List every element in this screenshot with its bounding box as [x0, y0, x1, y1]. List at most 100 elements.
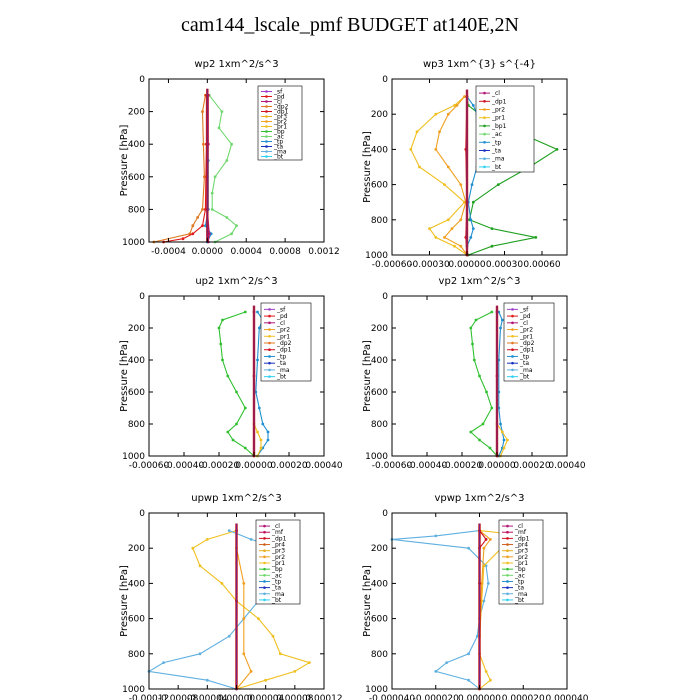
y-tick-label: 400 [371, 145, 388, 155]
legend-marker [268, 314, 271, 318]
series-point [482, 546, 486, 550]
series-point [446, 112, 450, 116]
series-point [418, 165, 421, 169]
legend-label: _bp [273, 129, 285, 136]
series-point [213, 175, 217, 179]
panel-5: upwp 1xm^2/s^3 Pressure [hPa] 0 200 400 600 80… [119, 493, 343, 700]
legend-marker [506, 537, 509, 540]
series-point [480, 582, 484, 585]
legend-label: _pr1 [514, 560, 528, 567]
legend-label: _pr1 [491, 115, 505, 122]
series-point [181, 237, 185, 241]
series-point [434, 112, 438, 116]
legend-marker [506, 524, 509, 528]
y-tick-label: 1000 [365, 251, 388, 261]
series-point [249, 670, 253, 673]
x-tick-label: 0.00000 [448, 260, 485, 270]
series-point [205, 678, 209, 682]
legend-marker [511, 314, 514, 318]
series-point [469, 236, 473, 239]
y-tick-label: 800 [128, 205, 145, 215]
series-point [453, 244, 456, 248]
x-tick-label: -0.000020 [413, 694, 459, 700]
y-tick-label: 600 [128, 615, 145, 625]
legend-label: _bp1 [491, 123, 507, 130]
x-tick-label: 0.0004 [230, 247, 262, 257]
legend-label: _bt [276, 374, 287, 381]
series-point [217, 126, 221, 130]
legend-label: _ac [514, 572, 525, 579]
series-point [490, 406, 494, 410]
plot-frame [391, 78, 568, 256]
series-point [490, 244, 494, 248]
y-tick-label: 200 [128, 544, 145, 554]
y-tick-label: 0 [139, 292, 145, 302]
panel-title: up2 1xm^2/s^3 [195, 276, 277, 287]
series-point [438, 130, 441, 134]
series-point [450, 227, 454, 231]
legend-marker [268, 361, 271, 365]
series-point [534, 236, 538, 239]
legend-label: _pr2 [271, 554, 285, 561]
legend-label: _pr2 [514, 554, 528, 561]
legend: _sf_pd_cl_pr2_pr1_dp2_dp1_tp_ta_ma_bt [260, 302, 312, 382]
series-point [226, 430, 230, 434]
legend-marker [263, 598, 266, 602]
legend-marker [483, 108, 486, 111]
legend-marker [263, 586, 266, 589]
y-tick-label: 1000 [365, 685, 388, 695]
legend-box [257, 85, 303, 161]
legend-marker [511, 355, 514, 358]
legend-label: _sf [273, 89, 283, 96]
series-point [500, 318, 504, 322]
legend-label: _sf [519, 306, 529, 313]
legend-marker [511, 308, 514, 311]
legend-label: _pr2 [519, 327, 533, 334]
x-tick-label: 0.0000 [192, 247, 224, 257]
series-point [196, 216, 200, 219]
series-point [264, 678, 268, 682]
series-point [469, 218, 473, 222]
series-point [227, 634, 231, 638]
legend-marker [511, 375, 514, 378]
series-point [231, 438, 235, 442]
legend-label: _ma [491, 156, 505, 163]
series-point [470, 183, 474, 187]
x-tick-label: -0.00008 [158, 694, 199, 700]
legend-marker [265, 140, 268, 143]
y-tick-label: 800 [371, 420, 388, 430]
series-point [235, 390, 238, 394]
x-tick-label: -0.000040 [369, 694, 415, 700]
plot-frame [391, 295, 568, 457]
series-point [469, 326, 473, 330]
x-tick-label: -0.00060 [372, 260, 413, 270]
legend-marker [506, 543, 509, 546]
legend-marker [511, 321, 514, 325]
legend-label: _pr1 [271, 560, 285, 567]
legend-marker [263, 537, 266, 540]
x-tick-label: 0.0008 [269, 247, 301, 257]
x-tick-label: 0.000000 [458, 694, 501, 700]
legend-marker [263, 561, 266, 565]
legend-marker [265, 125, 268, 128]
legend-marker [483, 132, 486, 136]
legend-marker [483, 91, 486, 95]
x-tick-label: 0.000020 [502, 694, 545, 700]
plot-frame [148, 78, 325, 243]
series-point [459, 183, 463, 187]
legend-label: _tp [491, 139, 501, 146]
legend-label: _pr1 [273, 124, 287, 131]
legend-marker [483, 157, 486, 160]
series-line-pr2 [235, 530, 252, 690]
legend-label: _dp2 [276, 340, 292, 347]
y-tick-label: 200 [371, 544, 388, 554]
series-line-tp [391, 530, 489, 690]
legend-label: _dp1 [273, 109, 289, 116]
series-point [434, 534, 438, 538]
legend-marker [263, 567, 266, 571]
series-point [489, 678, 492, 682]
x-tick-label: 0.00060 [523, 260, 560, 270]
series-point [271, 634, 275, 638]
legend-marker [506, 549, 509, 552]
legend-marker [506, 561, 509, 565]
